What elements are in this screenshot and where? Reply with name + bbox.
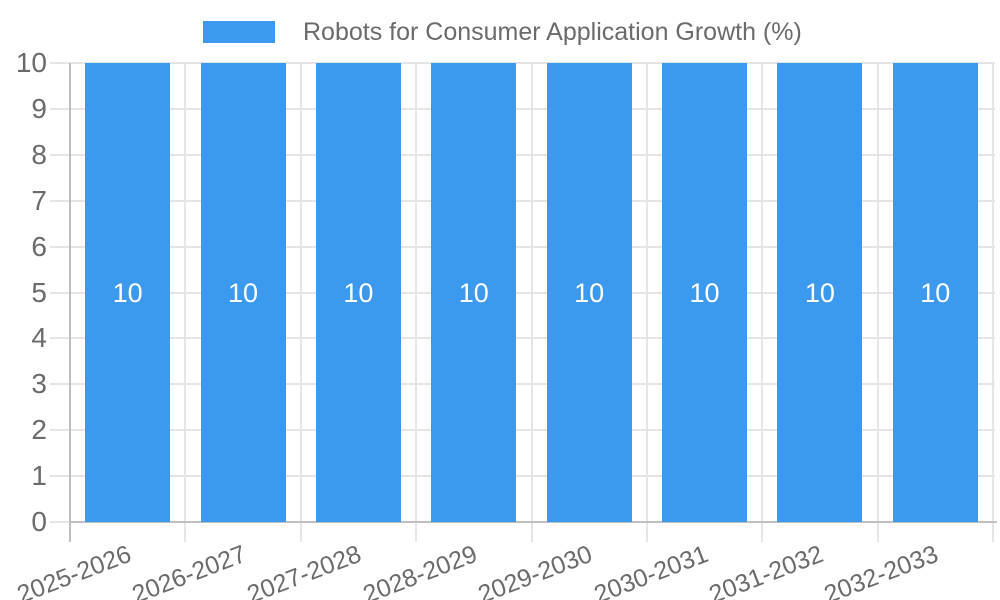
bar[interactable]: 10 [777,63,863,522]
bar[interactable]: 10 [892,63,978,522]
gridline-vertical [645,63,648,542]
y-axis-tick-mark [50,475,70,478]
legend-label: Robots for Consumer Application Growth (… [303,18,802,46]
gridline-vertical [761,63,764,542]
bar-value-label: 10 [228,277,259,308]
legend-swatch [203,21,275,43]
x-tick-label: 2027-2028 [243,539,366,600]
bar[interactable]: 10 [662,63,748,522]
y-axis-tick-mark [50,383,70,386]
y-axis-tick-mark [50,153,70,156]
gridline-vertical [299,63,302,542]
gridline-horizontal [70,153,995,156]
y-axis-tick-mark [50,337,70,340]
y-axis-tick-mark [50,429,70,432]
y-tick-label: 7 [31,184,47,216]
bar[interactable]: 10 [546,63,632,522]
y-tick-label: 3 [31,368,47,400]
gridline-horizontal [70,475,995,478]
y-tick-label: 1 [31,460,47,492]
gridline-horizontal [70,199,995,202]
y-tick-label: 6 [31,230,47,262]
y-tick-label: 4 [31,322,47,354]
gridline-horizontal [70,337,995,340]
y-tick-label: 0 [31,506,47,537]
bar-value-label: 10 [343,277,374,308]
gridline-vertical [184,63,187,542]
gridline-horizontal [70,107,995,110]
y-axis-line [69,63,71,542]
plot-area: 0 1 2 3 4 5 6 7 8 9 10 10 10 10 10 10 10 10 10 2025-2026 202… [13,48,997,600]
gridline-horizontal [70,62,995,64]
y-axis-tick-mark [50,62,70,64]
x-tick-label: 2030-2031 [589,539,712,600]
y-tick-label: 2 [31,414,47,446]
y-tick-label: 5 [31,276,47,308]
gridline-vertical [876,63,879,542]
gridline-horizontal [70,245,995,248]
bar-value-label: 10 [112,277,143,308]
gridline-vertical [530,63,533,542]
y-axis-tick-mark [50,199,70,202]
bar-value-label: 10 [920,277,951,308]
x-tick-label: 2031-2032 [705,539,827,600]
gridline-vertical [415,63,418,542]
gridline-horizontal [70,291,995,294]
x-tick-label: 2028-2029 [359,539,481,600]
x-tick-label: 2032-2033 [820,539,943,600]
y-tick-label: 10 [15,47,47,78]
bar-value-label: 10 [458,277,489,308]
bar[interactable]: 10 [85,63,171,522]
y-axis-tick-mark [50,107,70,110]
bar-value-label: 10 [574,277,605,308]
bar-value-label: 10 [804,277,835,308]
gridline-horizontal [70,383,995,386]
chart-legend[interactable]: Robots for Consumer Application Growth (… [203,19,802,45]
bar[interactable]: 10 [431,63,517,522]
bar-value-label: 10 [689,277,720,308]
y-axis-tick-mark [50,291,70,294]
x-tick-label: 2025-2026 [13,539,135,600]
x-tick-label: 2029-2030 [474,539,597,600]
y-tick-label: 9 [31,92,47,124]
gridline-vertical [992,63,994,542]
x-axis-line [69,521,997,523]
y-axis-tick-mark [50,521,70,523]
y-tick-label: 8 [31,138,47,170]
y-axis-tick-mark [50,245,70,248]
x-tick-label: 2026-2027 [128,539,251,600]
bar[interactable]: 10 [200,63,286,522]
bar[interactable]: 10 [315,63,401,522]
gridline-horizontal [70,429,995,432]
